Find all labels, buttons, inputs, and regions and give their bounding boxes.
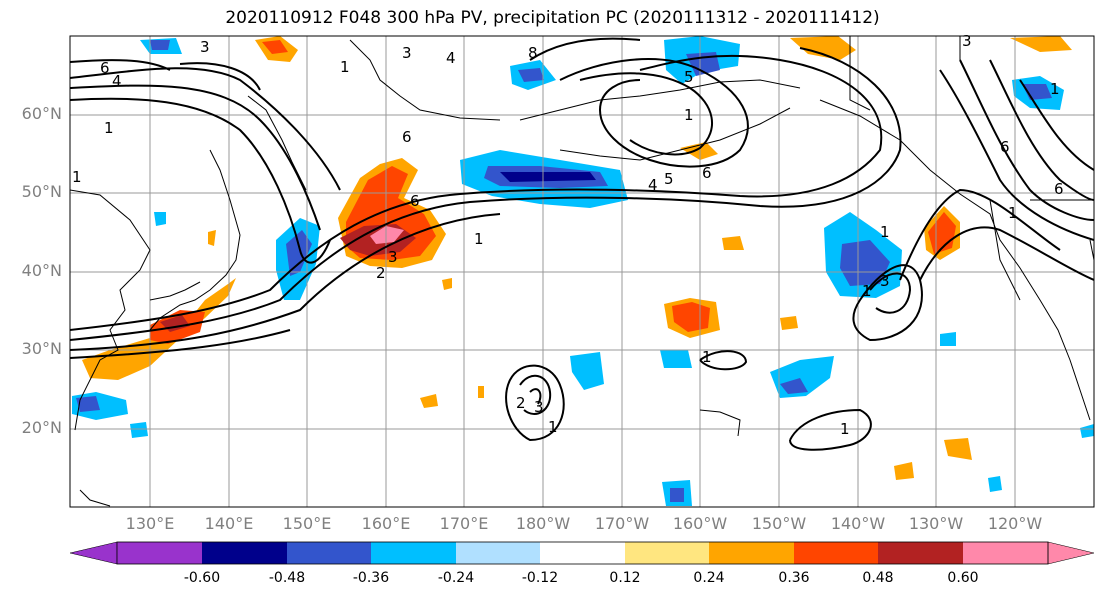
contour-label: 1 xyxy=(840,420,850,438)
contour-label: 6 xyxy=(1054,180,1064,198)
colorbar-tick-label: 0.12 xyxy=(609,570,641,586)
contour-label: 4 xyxy=(648,176,658,194)
pv-contours xyxy=(70,37,1094,451)
colorbar-bin xyxy=(878,542,963,564)
contour-label: 8 xyxy=(528,44,538,62)
lon-label: 150°W xyxy=(751,514,807,533)
contour-label: 4 xyxy=(112,72,122,90)
contour-label: 1 xyxy=(474,230,484,248)
contour-label: 6 xyxy=(100,59,110,77)
colorbar-bin xyxy=(456,542,540,564)
negative-precip-patches xyxy=(72,36,1094,506)
colorbar-bin xyxy=(540,542,625,564)
colorbar-bin xyxy=(202,542,287,564)
colorbar-tick-label: 0.24 xyxy=(693,570,725,586)
lat-label: 40°N xyxy=(21,261,62,280)
colorbar-extend-high xyxy=(1047,541,1095,565)
contour-label: 3 xyxy=(534,398,544,416)
colorbar-tick-label: -0.24 xyxy=(437,570,475,586)
contour-labels: 6 4 1 3 4 8 1 3 5 1 6 4 5 6 1 2 3 6 1 1 … xyxy=(72,32,1064,438)
contour-label: 5 xyxy=(684,68,694,86)
contour-label: 6 xyxy=(402,128,412,146)
contour-label: 3 xyxy=(200,38,210,56)
lon-label: 150°E xyxy=(282,514,332,533)
contour-label: 1 xyxy=(684,106,694,124)
lat-label: 60°N xyxy=(21,104,62,123)
contour-label: 6 xyxy=(410,192,420,210)
lon-label: 180°W xyxy=(515,514,571,533)
contour-label: 3 xyxy=(402,44,412,62)
contour-label: 6 xyxy=(702,164,712,182)
lon-label: 130°W xyxy=(908,514,964,533)
contour-label: 3 xyxy=(962,32,972,50)
contour-label: 2 xyxy=(376,264,386,282)
graticule xyxy=(70,36,1094,507)
colorbar-tick-label: -0.12 xyxy=(521,570,559,586)
contour-label: 6 xyxy=(1000,138,1010,156)
colorbar-tick-label: 0.60 xyxy=(947,570,979,586)
lat-label: 30°N xyxy=(21,339,62,358)
contour-label: 1 xyxy=(880,223,890,241)
coastlines xyxy=(70,36,1094,507)
positive-precip-patches xyxy=(82,36,1072,480)
contour-label: 4 xyxy=(446,49,456,67)
lat-label: 20°N xyxy=(21,418,62,437)
lon-label: 160°W xyxy=(672,514,728,533)
lon-label: 140°W xyxy=(830,514,886,533)
contour-label: 1 xyxy=(862,282,872,300)
lon-label: 120°W xyxy=(987,514,1043,533)
colorbar-tick-label: -0.60 xyxy=(183,570,221,586)
colorbar-bin xyxy=(117,542,202,564)
contour-label: 1 xyxy=(1008,204,1018,222)
map-title: 2020110912 F048 300 hPa PV, precipitatio… xyxy=(225,8,880,28)
contour-label: 1 xyxy=(104,119,114,137)
contour-label: 3 xyxy=(880,272,890,290)
colorbar-bin xyxy=(963,542,1048,564)
contour-label: 2 xyxy=(516,394,526,412)
colorbar-tick-label: 0.48 xyxy=(862,570,894,586)
colorbar-bin xyxy=(371,542,456,564)
colorbar-bin xyxy=(287,542,371,564)
contour-label: 1 xyxy=(702,348,712,366)
contour-label: 1 xyxy=(548,418,558,436)
colorbar-extend-low xyxy=(69,541,118,565)
contour-label: 3 xyxy=(388,248,398,266)
lon-label: 170°E xyxy=(439,514,489,533)
lon-label: 140°E xyxy=(204,514,254,533)
contour-label: 1 xyxy=(72,168,82,186)
colorbar-tick-label: -0.36 xyxy=(352,570,390,586)
colorbar-bin xyxy=(709,542,794,564)
lon-label: 170°W xyxy=(594,514,650,533)
colorbar-tick-label: -0.48 xyxy=(268,570,306,586)
map-frame xyxy=(69,35,1095,508)
lon-label: 130°E xyxy=(125,514,175,533)
lon-label: 160°E xyxy=(361,514,411,533)
contour-label: 1 xyxy=(340,58,350,76)
colorbar-tick-label: 0.36 xyxy=(778,570,810,586)
colorbar xyxy=(69,541,1095,565)
lat-label: 50°N xyxy=(21,182,62,201)
colorbar-bin xyxy=(794,542,878,564)
contour-label: 5 xyxy=(664,170,674,188)
contour-label: 1 xyxy=(1050,80,1060,98)
colorbar-bin xyxy=(625,542,709,564)
